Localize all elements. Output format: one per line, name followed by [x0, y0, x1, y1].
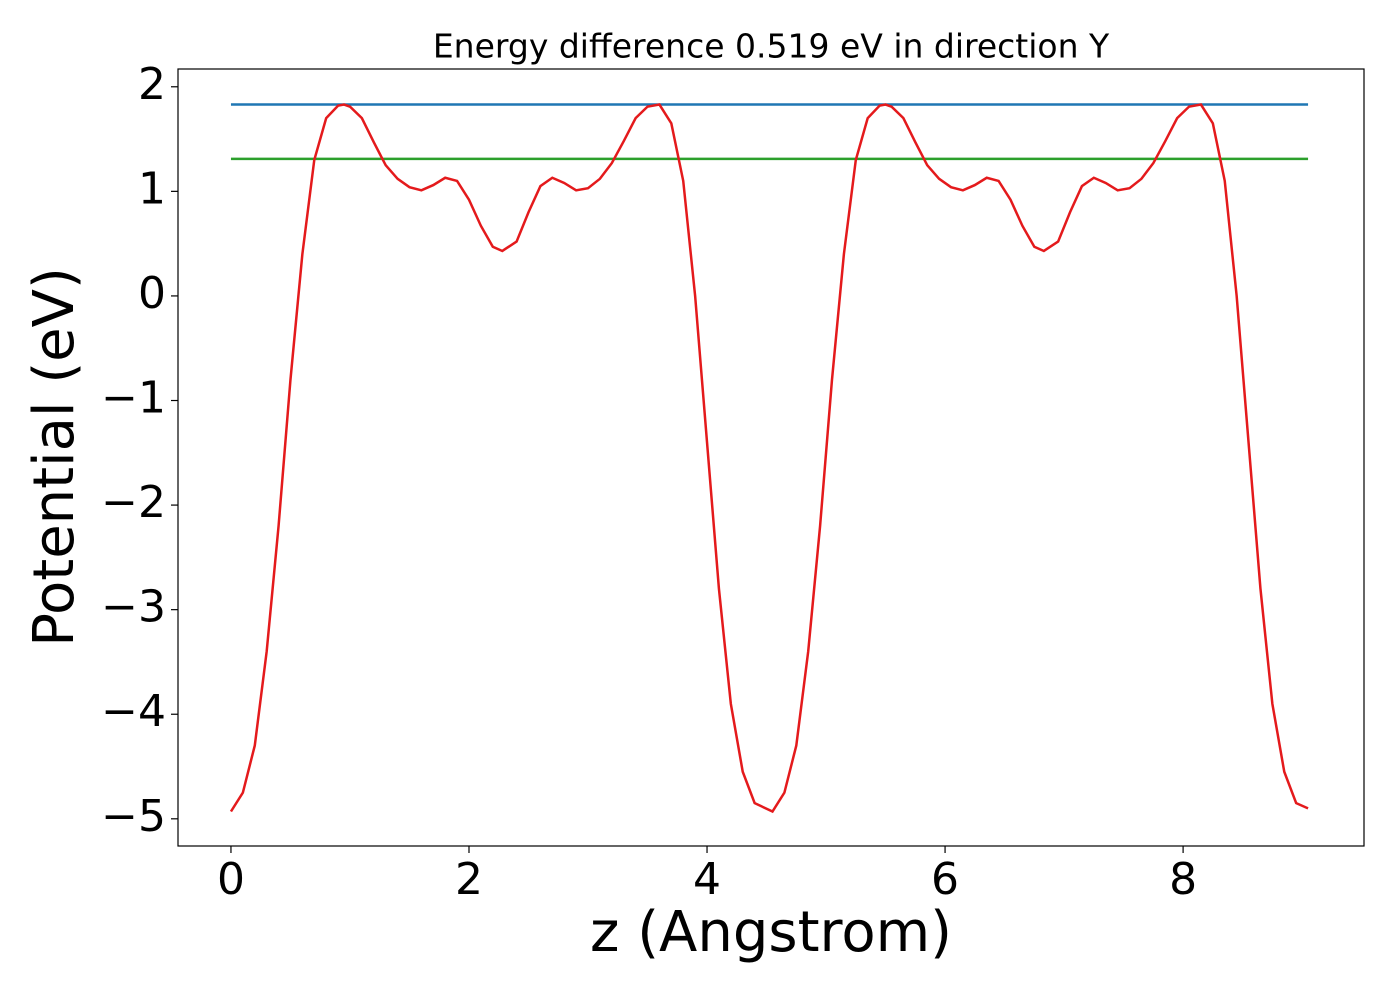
- y-tick-label: −2: [101, 477, 166, 528]
- y-tick-label: −5: [101, 791, 166, 842]
- x-tick-label: 0: [217, 854, 245, 905]
- x-tick-label: 4: [693, 854, 721, 905]
- y-tick-label: 0: [138, 268, 166, 319]
- x-axis-label: z (Angstrom): [590, 900, 952, 965]
- y-tick-label: 2: [138, 59, 166, 110]
- data-line: [229, 103, 1309, 814]
- plot-frame: [177, 68, 1365, 847]
- x-tick-label: 2: [455, 854, 483, 905]
- y-tick-label: 1: [138, 163, 166, 214]
- x-tick-label: 8: [1169, 854, 1197, 905]
- y-axis-label: Potential (eV): [22, 267, 87, 647]
- x-tick-label: 6: [931, 854, 959, 905]
- y-tick-label: −3: [101, 582, 166, 633]
- y-tick-label: −1: [101, 373, 166, 424]
- y-tick-label: −4: [101, 686, 166, 737]
- chart-title: Energy difference 0.519 eV in direction …: [433, 27, 1110, 66]
